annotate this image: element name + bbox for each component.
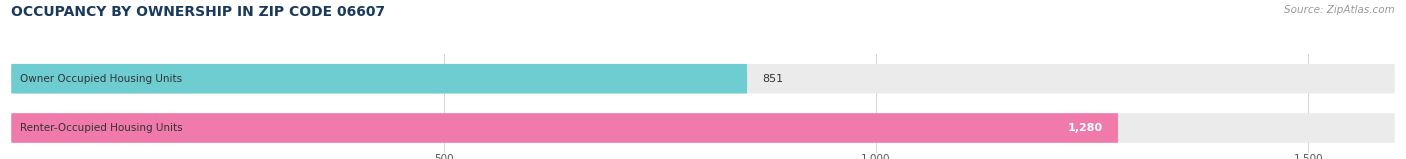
FancyBboxPatch shape: [11, 113, 1118, 143]
Text: Owner Occupied Housing Units: Owner Occupied Housing Units: [20, 74, 181, 84]
Text: 1,280: 1,280: [1067, 123, 1102, 133]
FancyBboxPatch shape: [11, 64, 1395, 93]
FancyBboxPatch shape: [11, 64, 747, 93]
Text: Renter-Occupied Housing Units: Renter-Occupied Housing Units: [20, 123, 183, 133]
FancyBboxPatch shape: [11, 113, 1395, 143]
Text: OCCUPANCY BY OWNERSHIP IN ZIP CODE 06607: OCCUPANCY BY OWNERSHIP IN ZIP CODE 06607: [11, 5, 385, 19]
Text: Source: ZipAtlas.com: Source: ZipAtlas.com: [1284, 5, 1395, 15]
Text: 851: 851: [762, 74, 783, 84]
